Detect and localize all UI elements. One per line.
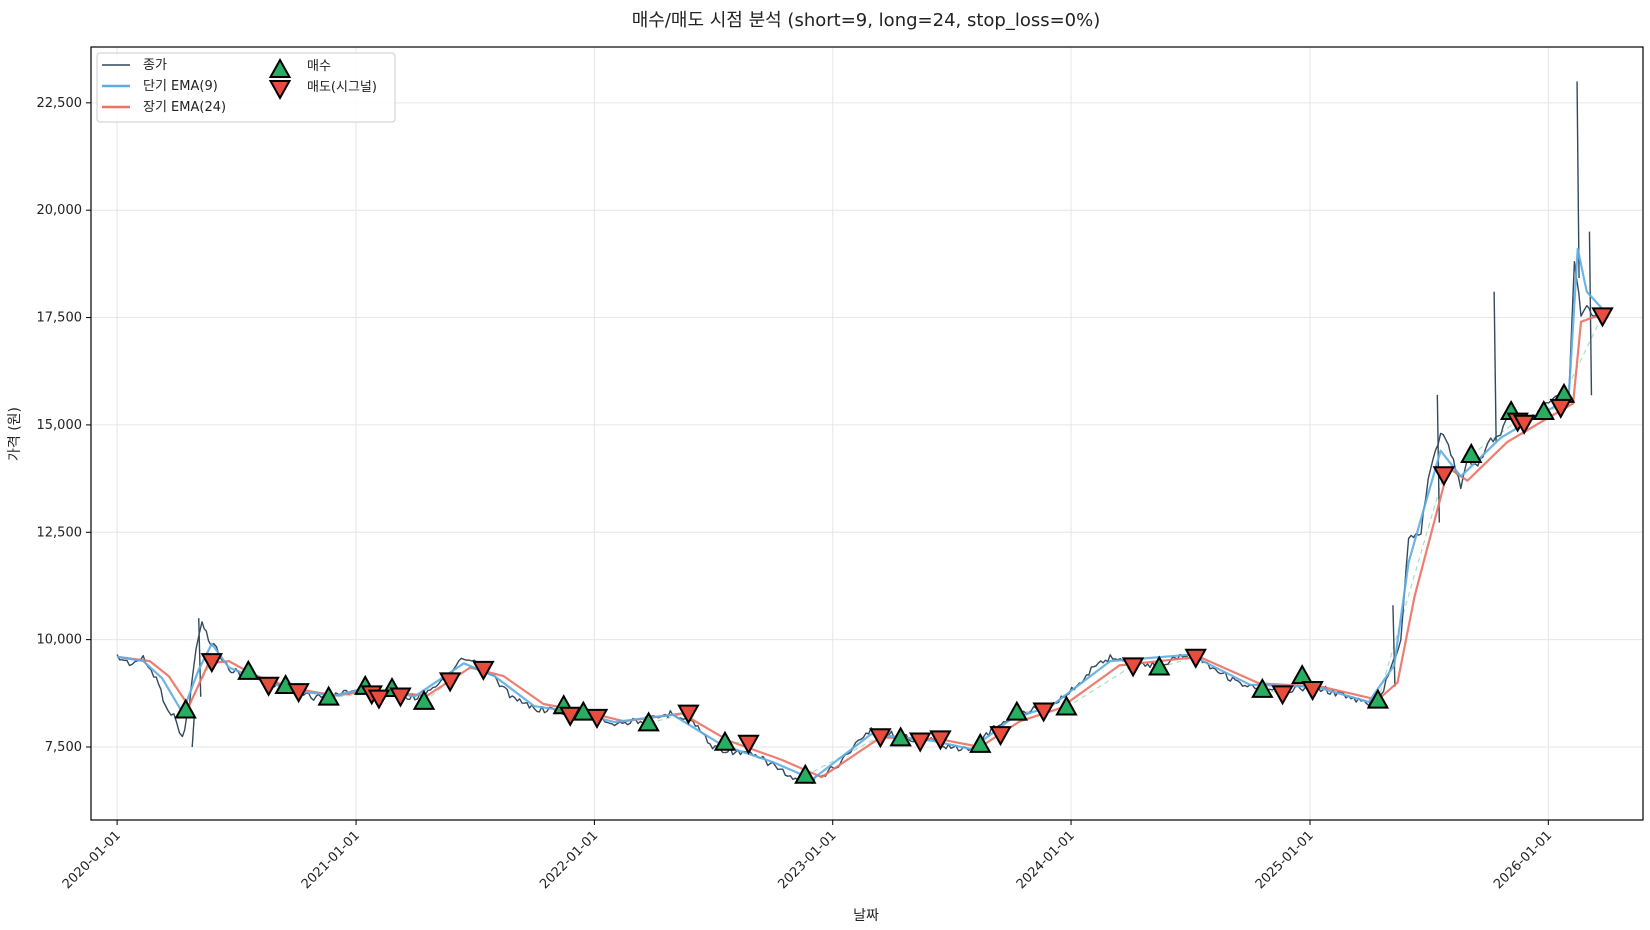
sell-marker bbox=[869, 728, 892, 749]
buy-marker bbox=[1251, 677, 1274, 698]
sell-marker bbox=[989, 726, 1012, 747]
sell-marker bbox=[438, 672, 462, 693]
y-tick-label: 10,000 bbox=[37, 633, 83, 648]
sell-marker bbox=[1271, 685, 1294, 706]
legend-box bbox=[96, 52, 396, 123]
sell-marker bbox=[909, 732, 932, 753]
sell-marker bbox=[287, 683, 310, 704]
buy-marker bbox=[637, 711, 660, 732]
price-spike bbox=[1493, 291, 1497, 443]
x-axis-title: 날짜 bbox=[853, 908, 879, 924]
buy-marker bbox=[713, 730, 737, 751]
y-tick-label: 22,500 bbox=[37, 96, 83, 111]
buy-marker bbox=[1005, 700, 1029, 721]
buy-marker bbox=[1290, 664, 1314, 685]
buy-marker bbox=[1532, 399, 1555, 421]
legend-label: 매수 bbox=[307, 59, 331, 74]
sell-marker bbox=[200, 653, 223, 674]
y-tick-label: 12,500 bbox=[37, 525, 83, 540]
sell-marker bbox=[1591, 307, 1614, 328]
chart-title: 매수/매도 시점 분석 (short=9, long=24, stop_loss… bbox=[632, 10, 1101, 31]
sell-marker bbox=[1032, 702, 1055, 723]
price-spike bbox=[191, 716, 195, 748]
legend-buy-marker bbox=[268, 57, 292, 78]
trade-connector bbox=[1066, 664, 1134, 708]
trade-connector bbox=[648, 712, 689, 724]
sell-marker bbox=[257, 676, 280, 697]
price-spike bbox=[1576, 81, 1580, 279]
sell-marker bbox=[677, 704, 700, 725]
sell-marker bbox=[1184, 648, 1207, 669]
y-tick-label: 7,500 bbox=[45, 740, 82, 755]
trade-connector bbox=[1377, 474, 1445, 701]
legend-sell-marker bbox=[268, 80, 292, 101]
price-spike bbox=[1392, 605, 1396, 687]
buy-marker bbox=[969, 732, 992, 753]
buy-marker bbox=[317, 685, 340, 706]
buy-marker bbox=[412, 689, 436, 710]
y-tick-label: 17,500 bbox=[37, 311, 83, 326]
sell-marker bbox=[389, 687, 412, 708]
sell-marker bbox=[559, 706, 582, 727]
y-tick-label: 15,000 bbox=[37, 418, 83, 433]
buy-marker bbox=[1366, 688, 1390, 709]
plot-frame bbox=[90, 46, 1644, 821]
trade-connector bbox=[1470, 420, 1518, 456]
legend-label: 단기 EMA(9) bbox=[143, 79, 218, 94]
buy-marker bbox=[237, 659, 260, 680]
buy-marker bbox=[794, 763, 817, 784]
sell-marker bbox=[1121, 657, 1145, 678]
legend-label: 매도(시그널) bbox=[307, 80, 377, 95]
sell-marker bbox=[1549, 398, 1572, 419]
sell-marker bbox=[472, 660, 495, 681]
sell-marker bbox=[367, 689, 391, 710]
buy-marker bbox=[1055, 695, 1078, 716]
y-axis-title: 가격 (원) bbox=[7, 407, 23, 461]
sell-marker bbox=[1512, 414, 1536, 435]
trade-connector bbox=[1563, 315, 1604, 396]
buy-marker bbox=[1147, 655, 1171, 676]
y-tick-label: 20,000 bbox=[37, 203, 83, 218]
sell-marker bbox=[585, 708, 609, 729]
sell-marker bbox=[1301, 681, 1324, 702]
buy-marker bbox=[1460, 442, 1483, 463]
legend-label: 종가 bbox=[143, 58, 167, 73]
price-spike bbox=[1588, 231, 1593, 396]
sell-marker bbox=[737, 734, 760, 755]
sell-marker bbox=[1432, 466, 1456, 487]
buy-marker bbox=[174, 698, 197, 719]
legend-label: 장기 EMA(24) bbox=[143, 100, 226, 115]
buy-marker bbox=[889, 726, 912, 747]
sell-marker bbox=[929, 730, 952, 751]
